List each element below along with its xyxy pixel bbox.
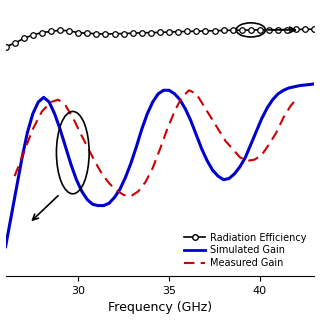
X-axis label: Frequency (GHz): Frequency (GHz) [108, 301, 212, 315]
Legend: Radiation Efficiency, Simulated Gain, Measured Gain: Radiation Efficiency, Simulated Gain, Me… [181, 230, 309, 271]
